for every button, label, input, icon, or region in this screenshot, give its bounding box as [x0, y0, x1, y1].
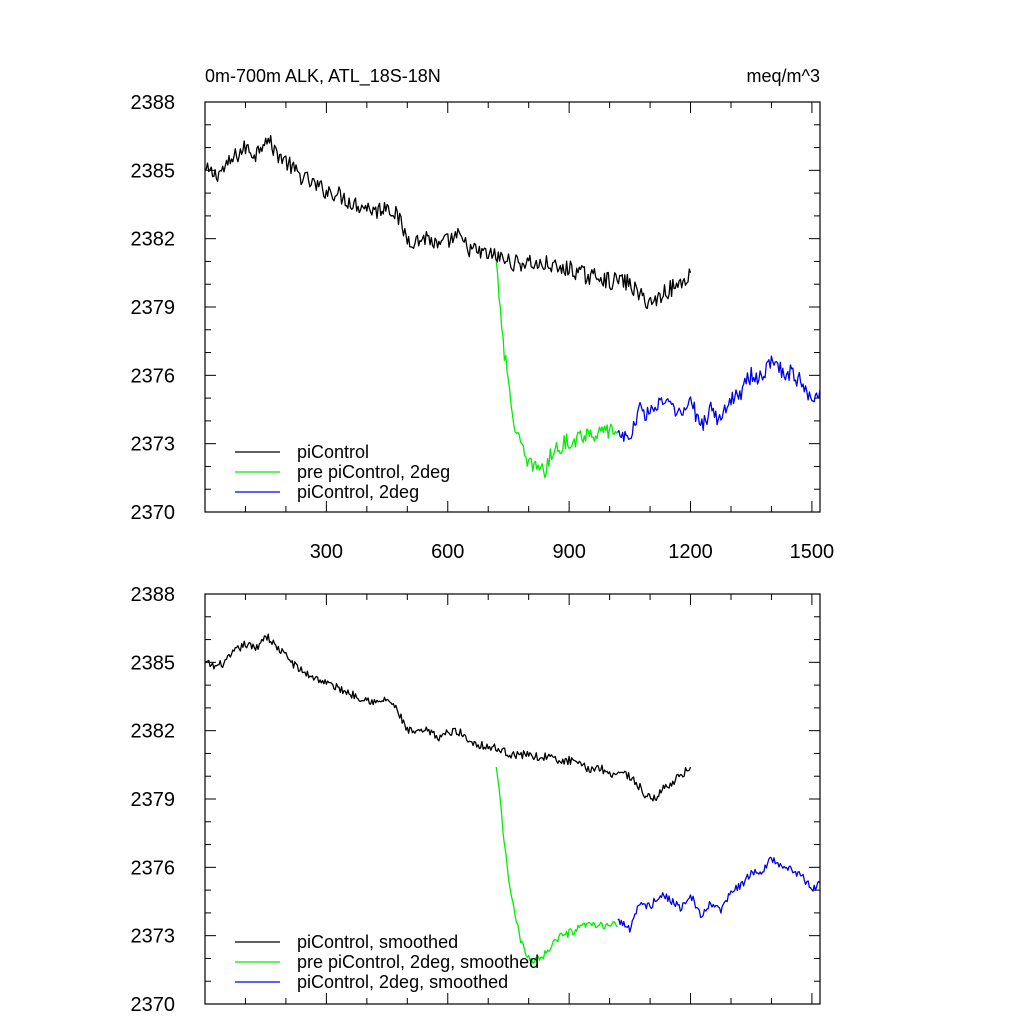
series-line-2 [495, 261, 619, 479]
series-lines [204, 633, 821, 964]
series-line-3 [617, 355, 821, 442]
series-line-3 [617, 856, 821, 933]
y-tick-label: 2376 [131, 857, 176, 879]
y-axis: 2370 2373 2376 2379 2382 2385 2388 [131, 584, 820, 1016]
x-tick-label: 900 [552, 541, 585, 563]
x-tick-label: 1200 [668, 541, 713, 563]
y-tick-label: 2379 [131, 297, 176, 319]
y-tick-label: 2385 [131, 160, 176, 182]
x-axis [244, 594, 813, 1004]
legend-label: pre piControl, 2deg, smoothed [297, 952, 539, 972]
series-line-1 [204, 633, 692, 802]
panel-title-right: meq/m^3 [747, 66, 820, 86]
series-line-2 [495, 767, 618, 964]
y-tick-label: 2373 [131, 434, 176, 456]
series-line-1 [204, 135, 692, 310]
y-tick-label: 2382 [131, 721, 176, 743]
x-tick-label: 600 [431, 541, 464, 563]
legend-label: pre piControl, 2deg [297, 462, 450, 482]
y-axis: 2370 2373 2376 2379 2382 2385 2388 [131, 92, 820, 524]
y-tick-label: 2388 [131, 584, 176, 606]
y-tick-label: 2376 [131, 365, 176, 387]
y-tick-label: 2370 [131, 502, 176, 524]
legend-label: piControl, 2deg [297, 482, 419, 502]
top-panel: 0m-700m ALK, ATL_18S-18N meq/m^3 2370237… [131, 66, 835, 563]
panel-title-left: 0m-700m ALK, ATL_18S-18N [205, 66, 441, 87]
y-tick-label: 2388 [131, 92, 176, 114]
y-tick-label: 2385 [131, 652, 176, 674]
bottom-panel: 2370 2373 2376 2379 2382 2385 2388 piControl, … [131, 584, 821, 1016]
y-tick-label: 2379 [131, 789, 176, 811]
x-tick-label: 1500 [790, 541, 835, 563]
y-tick-label: 2370 [131, 994, 176, 1016]
y-tick-label: 2373 [131, 926, 176, 948]
y-tick-label: 2382 [131, 229, 176, 251]
legend-label: piControl [297, 442, 369, 462]
legend-label: piControl, smoothed [297, 932, 458, 952]
x-axis: 300 600 900 1200 1500 [244, 102, 835, 563]
series-lines [204, 135, 821, 479]
x-tick-label: 300 [310, 541, 343, 563]
legend-label: piControl, 2deg, smoothed [297, 972, 508, 992]
